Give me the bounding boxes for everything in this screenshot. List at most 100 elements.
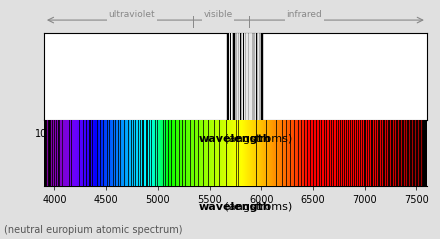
Bar bbox=[132, 120, 134, 186]
Bar bbox=[246, 120, 247, 186]
Bar bbox=[110, 120, 111, 186]
Bar bbox=[143, 120, 146, 186]
Bar bbox=[210, 120, 211, 186]
Bar bbox=[207, 120, 209, 186]
Bar bbox=[343, 120, 345, 186]
Bar bbox=[288, 120, 289, 186]
Bar bbox=[180, 120, 181, 186]
Bar bbox=[285, 120, 286, 186]
Bar bbox=[82, 120, 84, 186]
Bar bbox=[238, 120, 239, 186]
Bar bbox=[70, 120, 72, 186]
Bar bbox=[216, 120, 217, 186]
Bar bbox=[262, 120, 263, 186]
Bar bbox=[206, 120, 207, 186]
Bar bbox=[334, 120, 335, 186]
Bar bbox=[122, 120, 123, 186]
Bar bbox=[339, 120, 341, 186]
Bar bbox=[116, 120, 117, 186]
Bar bbox=[95, 120, 96, 186]
Bar bbox=[412, 120, 415, 186]
Bar bbox=[299, 120, 301, 186]
Bar bbox=[156, 120, 158, 186]
Bar bbox=[337, 120, 339, 186]
Bar bbox=[295, 120, 296, 186]
Bar bbox=[125, 120, 126, 186]
Bar bbox=[269, 120, 270, 186]
Bar bbox=[302, 120, 303, 186]
Bar bbox=[256, 120, 257, 186]
Bar bbox=[204, 120, 205, 186]
Bar bbox=[126, 120, 127, 186]
Bar bbox=[167, 120, 169, 186]
Bar bbox=[325, 120, 326, 186]
Bar bbox=[61, 120, 63, 186]
Bar bbox=[320, 120, 322, 186]
Bar bbox=[297, 120, 299, 186]
Bar bbox=[345, 120, 347, 186]
Bar bbox=[349, 120, 351, 186]
Bar bbox=[223, 120, 224, 186]
Bar bbox=[289, 120, 290, 186]
Bar bbox=[390, 120, 393, 186]
Bar bbox=[162, 120, 164, 186]
Bar bbox=[200, 120, 202, 186]
Bar bbox=[280, 120, 281, 186]
Bar bbox=[211, 120, 212, 186]
Bar bbox=[398, 120, 401, 186]
Bar bbox=[279, 120, 280, 186]
Bar bbox=[240, 120, 241, 186]
Bar bbox=[141, 120, 143, 186]
Bar bbox=[72, 120, 73, 186]
Bar bbox=[220, 120, 221, 186]
Bar bbox=[173, 120, 174, 186]
Bar bbox=[198, 120, 200, 186]
Bar bbox=[315, 120, 316, 186]
Bar bbox=[119, 120, 121, 186]
Bar bbox=[370, 120, 373, 186]
Bar bbox=[139, 120, 141, 186]
Bar bbox=[65, 120, 66, 186]
Bar bbox=[306, 120, 308, 186]
Bar bbox=[101, 120, 102, 186]
Bar bbox=[403, 120, 406, 186]
Bar bbox=[213, 120, 215, 186]
Bar bbox=[96, 120, 98, 186]
Bar bbox=[218, 120, 220, 186]
Bar bbox=[221, 120, 222, 186]
Bar bbox=[63, 120, 64, 186]
Bar bbox=[123, 120, 125, 186]
Bar bbox=[385, 120, 388, 186]
Text: (neutral europium atomic spectrum): (neutral europium atomic spectrum) bbox=[4, 225, 183, 235]
Bar bbox=[305, 120, 306, 186]
Bar bbox=[209, 120, 210, 186]
Bar bbox=[131, 120, 132, 186]
Bar bbox=[229, 120, 230, 186]
Bar bbox=[51, 120, 53, 186]
Bar bbox=[186, 120, 187, 186]
Bar bbox=[224, 120, 225, 186]
Bar bbox=[267, 120, 268, 186]
Bar bbox=[380, 120, 382, 186]
Bar bbox=[183, 120, 184, 186]
Bar bbox=[161, 120, 162, 186]
Bar bbox=[309, 120, 311, 186]
Bar bbox=[146, 120, 147, 186]
Bar bbox=[368, 120, 370, 186]
Bar bbox=[375, 120, 377, 186]
Bar bbox=[363, 120, 366, 186]
Bar bbox=[114, 120, 116, 186]
Bar bbox=[244, 120, 245, 186]
Bar bbox=[250, 120, 251, 186]
Bar bbox=[231, 120, 232, 186]
Bar bbox=[259, 120, 260, 186]
Bar bbox=[388, 120, 390, 186]
Bar bbox=[88, 120, 91, 186]
Bar bbox=[172, 120, 173, 186]
Bar bbox=[243, 120, 244, 186]
Bar bbox=[53, 120, 55, 186]
Bar bbox=[311, 120, 312, 186]
Bar bbox=[248, 120, 249, 186]
Bar bbox=[55, 120, 56, 186]
Bar bbox=[317, 120, 318, 186]
